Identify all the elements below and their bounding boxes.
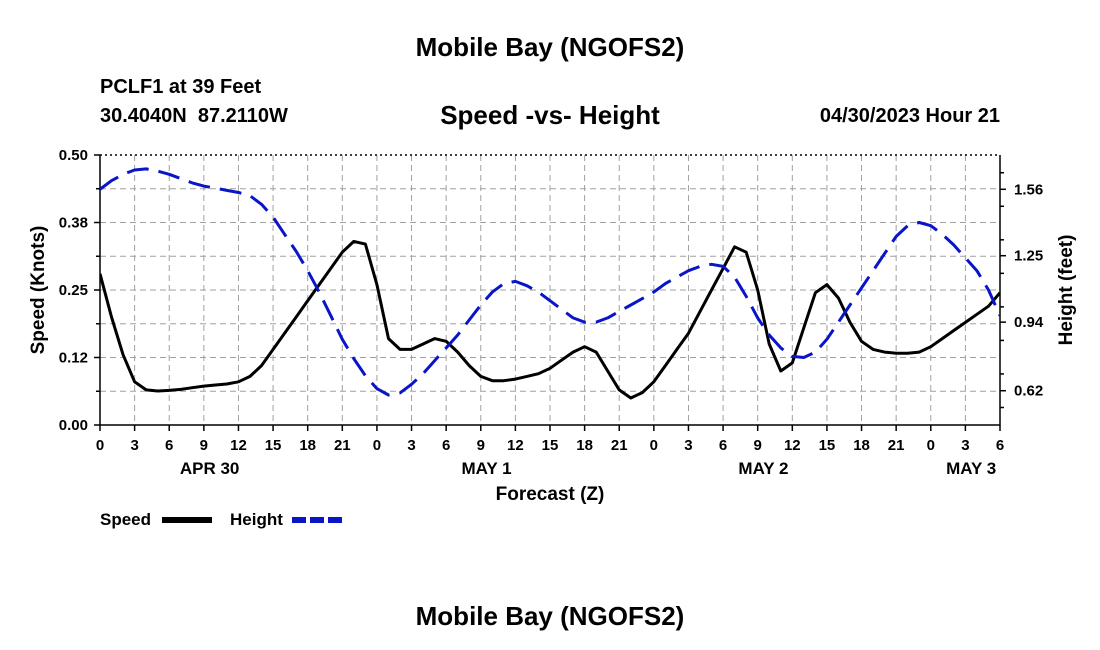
- x-date-label: MAY 2: [738, 459, 788, 478]
- y-axis-title-left: Speed (Knots): [28, 226, 49, 355]
- x-tick-label: 9: [477, 437, 485, 454]
- x-tick-label: 0: [650, 437, 658, 454]
- footer-title: Mobile Bay (NGOFS2): [415, 601, 685, 631]
- x-tick-label: 21: [888, 437, 905, 454]
- y-tick-label-left: 0.12: [59, 350, 88, 367]
- y-tick-label-left: 0.38: [59, 215, 88, 232]
- x-tick-label: 12: [784, 437, 801, 454]
- x-tick-label: 21: [334, 437, 351, 454]
- height-series-line: [100, 167, 1000, 397]
- y-tick-label-left: 0.25: [59, 282, 88, 299]
- x-tick-label: 6: [719, 437, 727, 454]
- x-tick-label: 0: [373, 437, 381, 454]
- y-axis-title-right: Height (feet): [1056, 235, 1077, 346]
- x-date-label: APR 30: [180, 459, 240, 478]
- x-tick-label: 6: [996, 437, 1004, 454]
- x-tick-label: 0: [927, 437, 935, 454]
- x-tick-label: 3: [407, 437, 415, 454]
- x-tick-label: 18: [853, 437, 870, 454]
- y-tick-label-left: 0.50: [59, 147, 88, 164]
- y-tick-label-right: 0.94: [1014, 314, 1044, 331]
- x-tick-label: 12: [507, 437, 524, 454]
- y-tick-label-left: 0.00: [59, 417, 88, 434]
- x-tick-label: 3: [130, 437, 138, 454]
- station-coordinates: 30.4040N 87.2110W: [100, 105, 288, 127]
- x-tick-label: 6: [165, 437, 173, 454]
- x-tick-label: 9: [200, 437, 208, 454]
- x-tick-label: 21: [611, 437, 628, 454]
- x-axis-title: Forecast (Z): [496, 484, 605, 505]
- x-tick-label: 0: [96, 437, 104, 454]
- chart-subtitle: Speed -vs- Height: [440, 100, 660, 130]
- y-tick-label-right: 1.56: [1014, 181, 1043, 198]
- chart-title: Mobile Bay (NGOFS2): [415, 32, 685, 62]
- station-label: PCLF1 at 39 Feet: [100, 76, 262, 98]
- x-tick-label: 15: [542, 437, 559, 454]
- y-tick-label-right: 1.25: [1014, 248, 1043, 265]
- x-tick-label: 3: [961, 437, 969, 454]
- x-date-label: MAY 3: [946, 459, 996, 478]
- x-tick-label: 12: [230, 437, 247, 454]
- x-tick-label: 18: [576, 437, 593, 454]
- x-tick-label: 15: [265, 437, 282, 454]
- legend-speed-label: Speed: [100, 510, 151, 529]
- x-tick-label: 15: [819, 437, 836, 454]
- x-tick-label: 6: [442, 437, 450, 454]
- x-tick-label: 9: [754, 437, 762, 454]
- x-tick-label: 18: [299, 437, 316, 454]
- speed-series-line: [100, 239, 1000, 400]
- x-date-label: MAY 1: [461, 459, 511, 478]
- forecast-datetime: 04/30/2023 Hour 21: [819, 105, 1000, 127]
- y-tick-label-right: 0.62: [1014, 383, 1043, 400]
- x-tick-label: 3: [684, 437, 692, 454]
- legend-height-label: Height: [230, 510, 283, 529]
